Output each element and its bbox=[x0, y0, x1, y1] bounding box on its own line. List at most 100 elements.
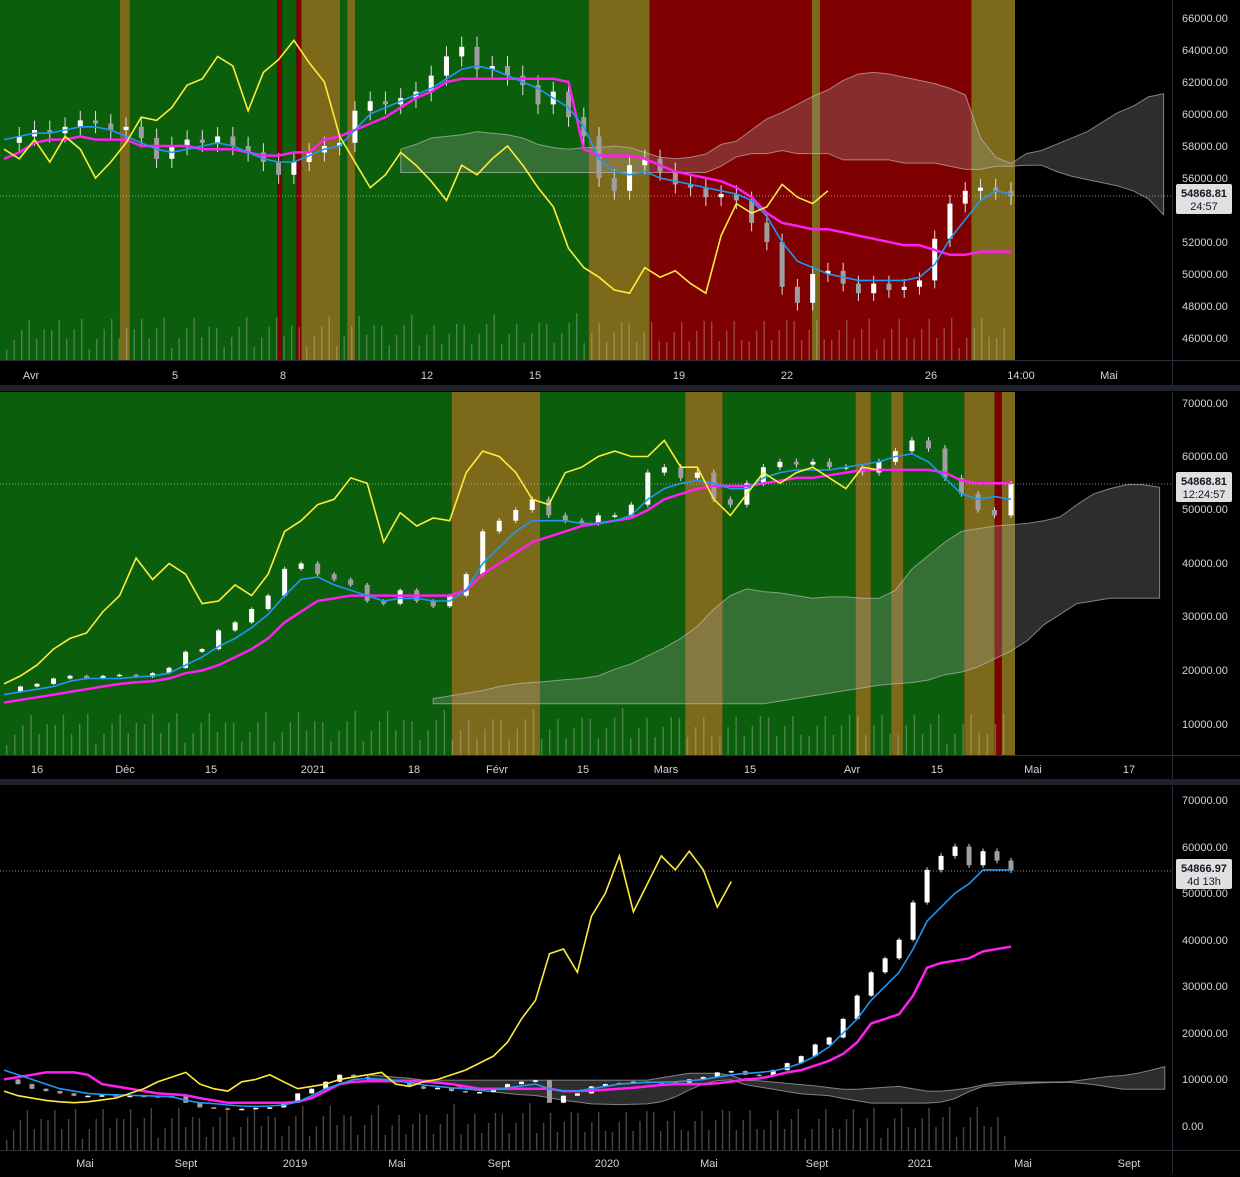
volume-bar bbox=[1003, 328, 1005, 360]
volume-bar bbox=[686, 737, 689, 755]
candle-body bbox=[694, 472, 700, 478]
bar-countdown: 24:57 bbox=[1190, 201, 1218, 213]
volume-bar bbox=[233, 1137, 235, 1150]
x-tick-label: Mars bbox=[654, 764, 679, 776]
volume-bar bbox=[265, 712, 267, 755]
volume-bar bbox=[538, 323, 540, 360]
volume-bar bbox=[997, 1117, 999, 1150]
volume-bar bbox=[168, 723, 170, 755]
volume-bar bbox=[529, 1103, 531, 1150]
y-tick-label: 10000.00 bbox=[1182, 1074, 1228, 1086]
volume-bar bbox=[711, 322, 713, 360]
volume-bar bbox=[618, 1122, 621, 1150]
volume-bar bbox=[226, 1107, 228, 1150]
volume-bar bbox=[621, 708, 624, 755]
volume-bar bbox=[639, 1121, 641, 1150]
chart-panel-1[interactable]: 46000.0048000.0050000.0052000.0054000.00… bbox=[0, 0, 1240, 391]
volume-bar bbox=[70, 734, 73, 755]
zone-green bbox=[722, 392, 856, 755]
volume-bar bbox=[373, 325, 375, 360]
chart-panel-3[interactable]: 0.00 10000.00 20000.00 30000.00 40000.00 5000… bbox=[0, 786, 1240, 1173]
volume-bar bbox=[216, 328, 218, 360]
x-tick-label: 15 bbox=[205, 764, 217, 776]
y-tick-label: 46000.00 bbox=[1182, 333, 1228, 345]
x-tick-label: Mai bbox=[1014, 1158, 1032, 1170]
volume-bar bbox=[800, 735, 802, 755]
x-tick-label: 8 bbox=[280, 370, 286, 382]
volume-bar bbox=[763, 321, 765, 360]
candle-body bbox=[463, 574, 469, 596]
volume-bar bbox=[288, 1126, 290, 1150]
candle-body bbox=[812, 1044, 818, 1057]
volume-bar bbox=[576, 313, 578, 360]
volume-bar bbox=[889, 734, 891, 755]
volume-bar bbox=[249, 732, 251, 755]
candle-body bbox=[925, 440, 931, 449]
x-tick-label: 14:00 bbox=[1007, 370, 1035, 382]
x-tick-label: 2021 bbox=[301, 764, 325, 776]
candle-body bbox=[183, 651, 189, 668]
volume-bar bbox=[770, 1120, 772, 1150]
volume-bar bbox=[914, 1128, 917, 1150]
candle-body bbox=[315, 563, 321, 575]
volume-bar bbox=[246, 1117, 249, 1150]
volume-bar bbox=[297, 712, 300, 755]
zone-green bbox=[355, 0, 589, 360]
volume-bar bbox=[783, 1129, 786, 1150]
volume-bar bbox=[164, 1128, 166, 1150]
panel-separator[interactable] bbox=[0, 779, 1240, 785]
volume-bar bbox=[958, 348, 960, 360]
volume-bar bbox=[6, 745, 8, 755]
volume-bar bbox=[638, 728, 640, 755]
volume-bar bbox=[58, 320, 60, 360]
volume-bar bbox=[597, 738, 600, 755]
candle-body bbox=[562, 515, 568, 521]
volume-bar bbox=[192, 733, 194, 755]
volume-bar bbox=[426, 335, 428, 360]
volume-bar bbox=[403, 720, 405, 755]
candle-body bbox=[29, 1084, 35, 1089]
candle-body bbox=[407, 1081, 413, 1087]
x-tick-label: 26 bbox=[925, 370, 937, 382]
volume-bar bbox=[646, 718, 648, 755]
volume-bar bbox=[419, 1114, 421, 1150]
volume-bar bbox=[47, 1120, 49, 1150]
volume-bars bbox=[6, 313, 1005, 360]
volume-bar bbox=[743, 736, 745, 755]
candle-body bbox=[810, 461, 816, 465]
x-tick-label: Déc bbox=[115, 764, 135, 776]
last-price-value: 54868.81 bbox=[1181, 188, 1227, 200]
ichimoku-cloud bbox=[367, 1065, 1166, 1106]
volume-bar bbox=[186, 328, 188, 360]
panel-separator[interactable] bbox=[0, 385, 1240, 391]
volume-bar bbox=[446, 1114, 448, 1150]
candle-body bbox=[896, 939, 902, 959]
volume-bar bbox=[786, 320, 788, 360]
volume-bar bbox=[751, 726, 754, 755]
volume-bar bbox=[792, 716, 794, 755]
volume-bar bbox=[26, 1110, 29, 1150]
y-tick-label: 66000.00 bbox=[1182, 13, 1228, 25]
volume-bar bbox=[653, 1112, 655, 1150]
chart-panel-2[interactable]: 10000.00 20000.00 30000.00 40000.00 50000.00… bbox=[0, 392, 1240, 785]
candle-body bbox=[714, 1072, 720, 1078]
volume-bar bbox=[630, 738, 632, 755]
volume-bar bbox=[868, 319, 870, 360]
volume-bar bbox=[306, 346, 308, 360]
volume-bar bbox=[954, 734, 956, 755]
candle-body bbox=[150, 673, 156, 677]
candle-body bbox=[397, 590, 403, 604]
y-tick-label: 30000.00 bbox=[1182, 611, 1228, 623]
volume-bar bbox=[246, 317, 248, 360]
candle-body bbox=[627, 165, 633, 191]
bar-countdown: 4d 13h bbox=[1187, 876, 1221, 888]
volume-bar bbox=[102, 1109, 104, 1150]
candle-body bbox=[854, 995, 860, 1019]
volume-bar bbox=[651, 322, 653, 360]
volume-bar bbox=[861, 329, 863, 360]
volume-bar bbox=[763, 1130, 765, 1150]
volume-bar bbox=[646, 1111, 648, 1150]
volume-bar bbox=[793, 321, 795, 360]
